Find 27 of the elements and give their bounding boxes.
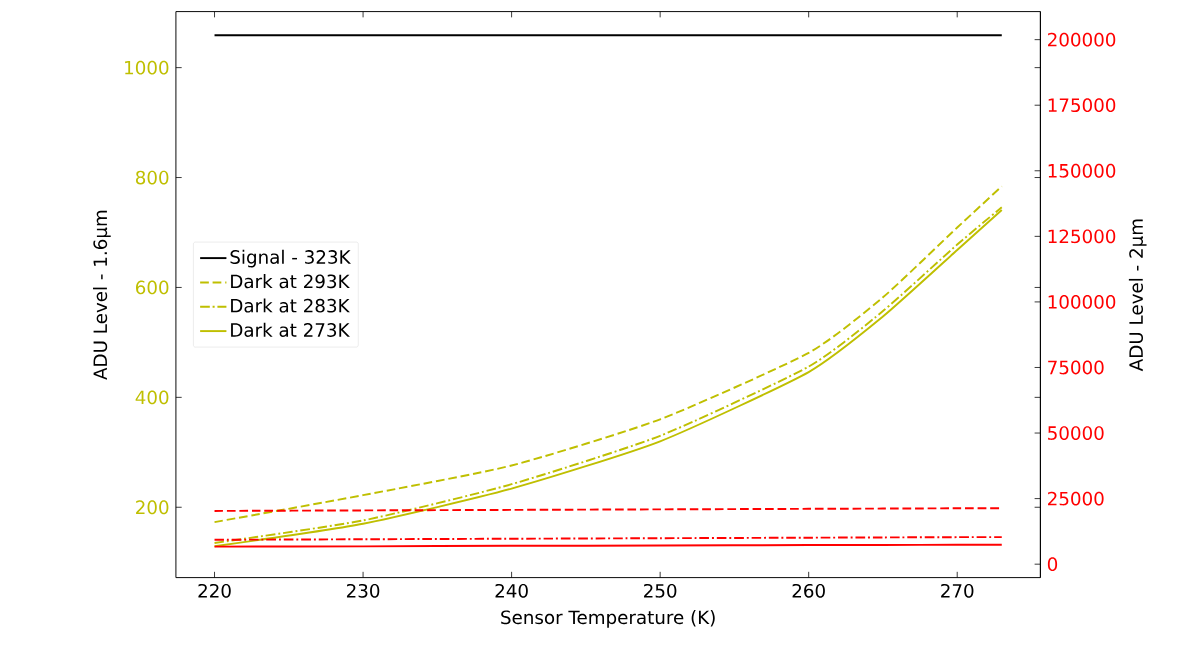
- x-tick-label: 250: [644, 583, 677, 598]
- x-axis-title: Sensor Temperature (K): [501, 610, 715, 628]
- y-tick-label: 200: [136, 500, 169, 515]
- y2-tick-label: 175000: [1048, 98, 1116, 113]
- y2-tick-label: 50000: [1048, 426, 1104, 441]
- y-tick-label: 800: [135, 170, 169, 185]
- y-tick-label: 1000: [125, 60, 169, 75]
- x-tick-label: 220: [198, 583, 231, 598]
- x-tick-label: 240: [495, 583, 528, 598]
- legend-label: Signal - 323K: [230, 249, 351, 268]
- y2-tick-label: 25000: [1048, 491, 1104, 506]
- y-tick-label: 400: [135, 390, 169, 405]
- y-axis-title: ADU Level - 1.6µm: [93, 210, 111, 380]
- legend-label: Dark at 283K: [231, 298, 350, 313]
- y2-tick-label: 0: [1047, 557, 1058, 572]
- y2-axis-title: ADU Level - 2µm: [1128, 219, 1147, 372]
- legend-label: Dark at 273K: [231, 322, 350, 337]
- y2-tick-label: 150000: [1048, 163, 1116, 178]
- y2-tick-label: 125000: [1048, 229, 1116, 244]
- x-tick-label: 230: [346, 583, 380, 598]
- x-tick-label: 260: [792, 583, 825, 598]
- y2-tick-label: 75000: [1048, 360, 1104, 375]
- y2-tick-label: 100000: [1048, 295, 1116, 309]
- y2-tick-label: 200000: [1048, 32, 1116, 47]
- x-tick-label: 270: [941, 583, 974, 598]
- y-tick-label: 600: [136, 280, 169, 295]
- legend-label: Dark at 293K: [231, 274, 350, 289]
